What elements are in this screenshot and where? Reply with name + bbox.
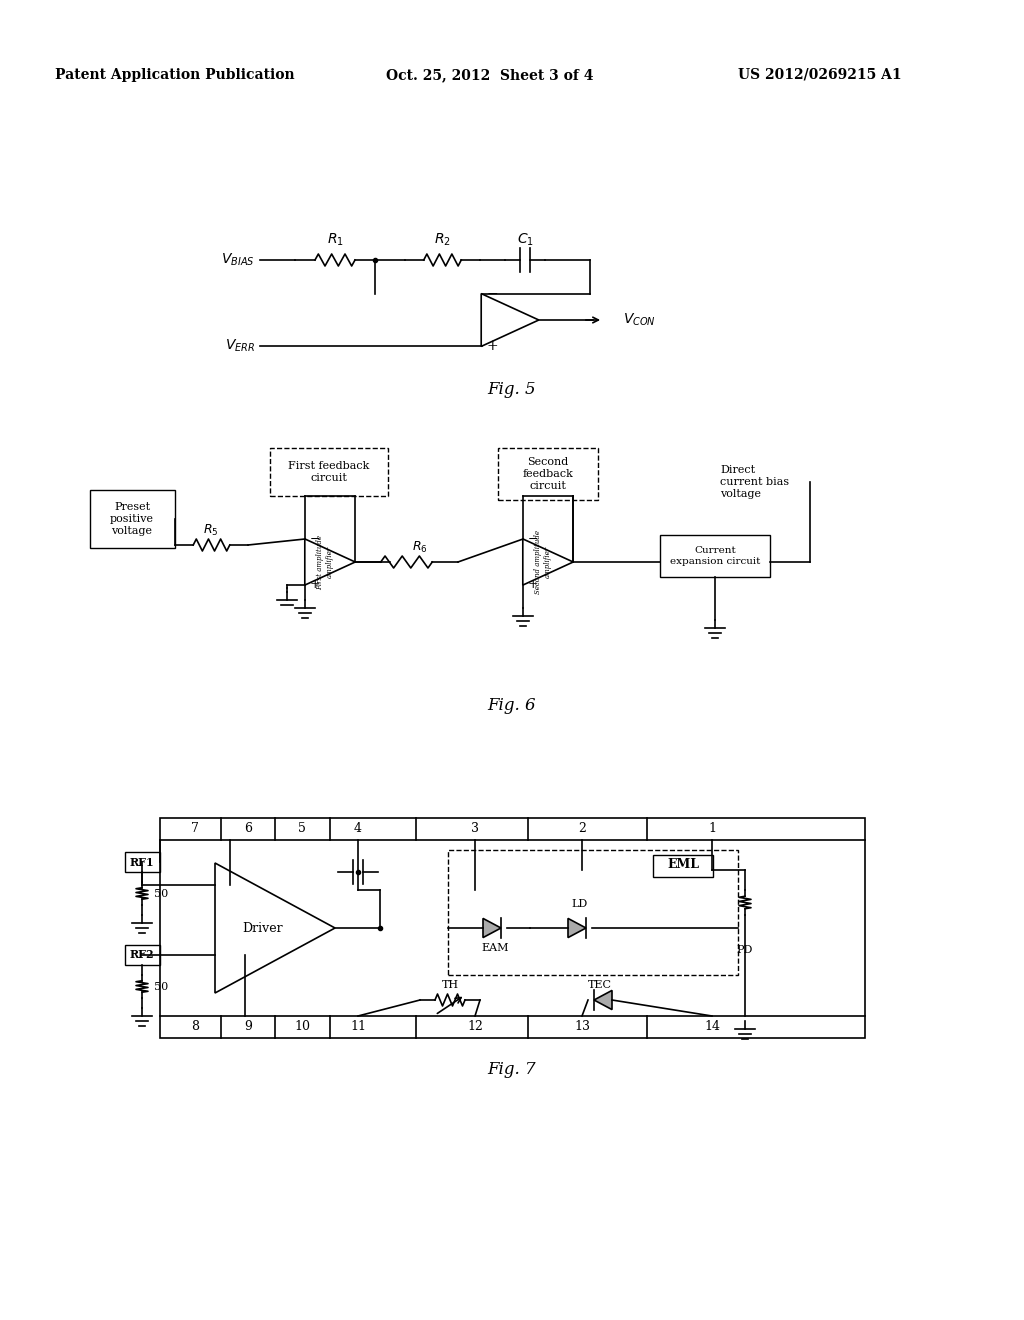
Text: LD: LD — [571, 899, 588, 909]
Text: Fig. 5: Fig. 5 — [487, 381, 537, 399]
Text: $C_1$: $C_1$ — [516, 232, 534, 248]
Text: Second
feedback
circuit: Second feedback circuit — [522, 458, 573, 491]
Bar — [270, 447, 388, 496]
Text: $V_{BIAS}$: $V_{BIAS}$ — [221, 252, 255, 268]
Text: −: − — [309, 532, 321, 545]
Text: 5: 5 — [298, 822, 306, 836]
Text: $R_1$: $R_1$ — [327, 232, 343, 248]
Text: −: − — [527, 532, 539, 545]
Text: 10: 10 — [294, 1020, 310, 1034]
Bar — [160, 818, 865, 1038]
Text: 4: 4 — [354, 822, 362, 836]
Bar — [125, 945, 160, 965]
Bar — [660, 535, 770, 577]
Text: PD: PD — [737, 945, 754, 954]
Text: Preset
positive
voltage: Preset positive voltage — [110, 503, 154, 536]
Text: Patent Application Publication: Patent Application Publication — [55, 69, 295, 82]
Text: +: + — [486, 339, 498, 352]
Text: $R_5$: $R_5$ — [203, 523, 219, 537]
Text: TH: TH — [441, 979, 459, 990]
Text: 9: 9 — [244, 1020, 252, 1034]
Bar — [125, 851, 160, 873]
Text: TEC: TEC — [588, 979, 612, 990]
Polygon shape — [483, 919, 501, 937]
Text: $V_{ERR}$: $V_{ERR}$ — [224, 338, 255, 354]
Text: 50: 50 — [154, 982, 168, 993]
Text: Fig. 7: Fig. 7 — [487, 1061, 537, 1078]
Text: +: + — [309, 578, 321, 591]
Text: US 2012/0269215 A1: US 2012/0269215 A1 — [738, 69, 902, 82]
Text: Second amplitude
amplifier: Second amplitude amplifier — [535, 531, 552, 594]
Bar — [498, 447, 598, 500]
Text: 14: 14 — [705, 1020, 720, 1034]
Text: 3: 3 — [471, 822, 479, 836]
Text: $R_2$: $R_2$ — [433, 232, 451, 248]
Bar — [90, 490, 175, 548]
Text: −: − — [486, 286, 498, 301]
Text: 2: 2 — [579, 822, 586, 836]
Text: 7: 7 — [191, 822, 199, 836]
Text: EAM: EAM — [481, 942, 509, 953]
Text: 8: 8 — [191, 1020, 199, 1034]
Text: $R_6$: $R_6$ — [412, 540, 428, 554]
Text: 12: 12 — [467, 1020, 483, 1034]
Bar — [449, 850, 738, 975]
Polygon shape — [594, 990, 612, 1010]
Text: RF2: RF2 — [130, 949, 155, 961]
Text: First amplitude
amplifier: First amplitude amplifier — [316, 535, 334, 590]
Text: 1: 1 — [708, 822, 716, 836]
Text: $V_{CON}$: $V_{CON}$ — [623, 312, 656, 329]
Bar — [653, 855, 713, 876]
Text: RF1: RF1 — [130, 857, 155, 867]
Polygon shape — [568, 919, 586, 937]
Text: +: + — [527, 578, 539, 591]
Text: Current
expansion circuit: Current expansion circuit — [670, 546, 760, 566]
Text: First feedback
circuit: First feedback circuit — [289, 461, 370, 483]
Text: Fig. 6: Fig. 6 — [487, 697, 537, 714]
Text: 50: 50 — [154, 888, 168, 899]
Text: Driver: Driver — [243, 921, 284, 935]
Text: 11: 11 — [350, 1020, 366, 1034]
Text: 13: 13 — [574, 1020, 590, 1034]
Text: Direct
current bias
voltage: Direct current bias voltage — [720, 466, 790, 499]
Text: EML: EML — [667, 858, 699, 870]
Text: Oct. 25, 2012  Sheet 3 of 4: Oct. 25, 2012 Sheet 3 of 4 — [386, 69, 594, 82]
Text: 6: 6 — [244, 822, 252, 836]
